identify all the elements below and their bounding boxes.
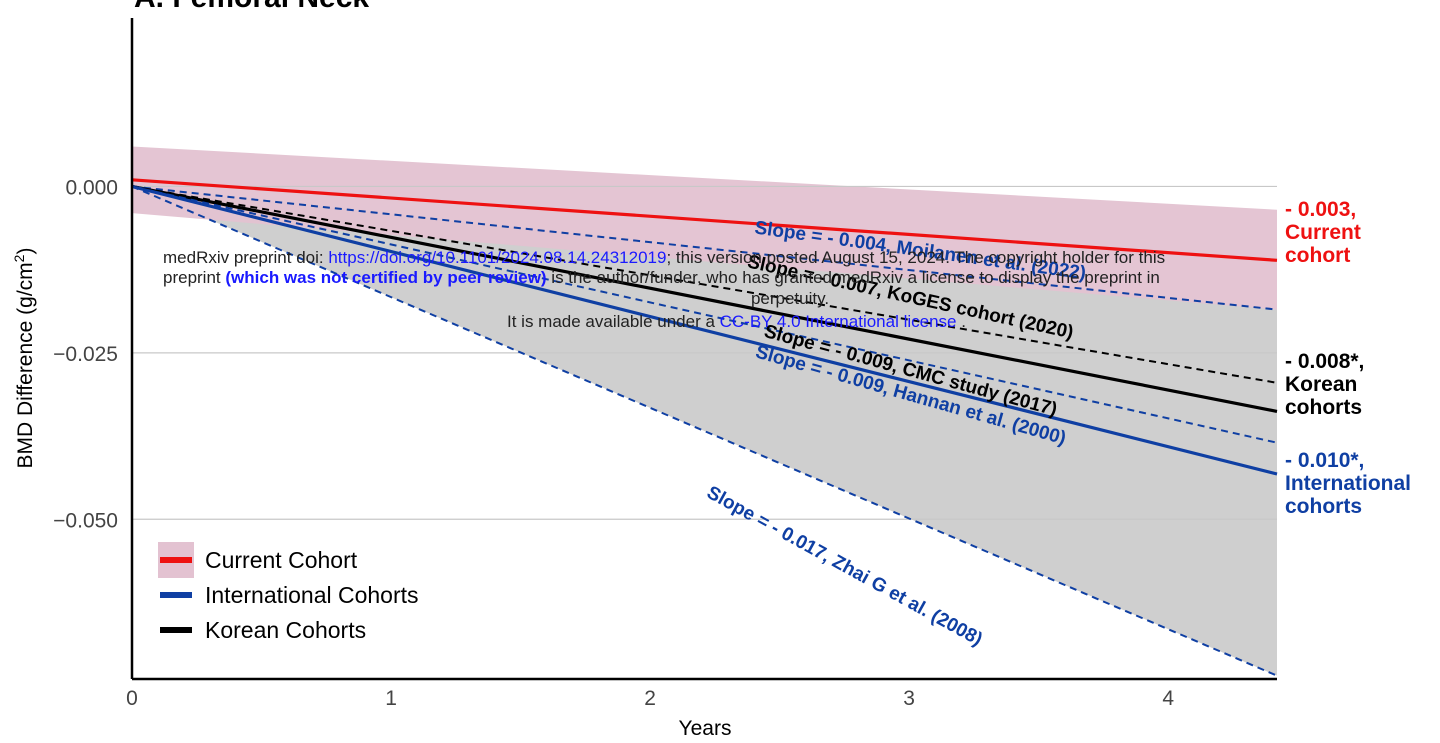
series-line [131,185,1278,384]
legend: Current Cohort International Cohorts Korea… [158,542,419,643]
notice-text: ; this version posted August 15, 2024. T… [666,248,1166,267]
series-line [131,185,1278,444]
legend-key-line [160,592,192,598]
end-label: Korean [1285,373,1357,396]
legend-key-line [160,627,192,633]
x-tick-label: 4 [1162,687,1174,710]
y-tick-label: −0.050 [53,509,118,532]
end-label: - 0.010*, [1285,449,1364,472]
y-tick-label: −0.025 [53,343,118,366]
chart-title: A. Femoral Neck [134,0,369,14]
series-lines [131,178,1278,677]
legend-label: Korean Cohorts [205,617,366,643]
license-link[interactable]: CC-BY 4.0 International license [719,312,957,331]
end-label: cohorts [1285,396,1362,419]
end-label: - 0.003, [1285,198,1356,221]
legend-key-line [160,557,192,563]
y-axis-label: BMD Difference (g/cm2) [11,248,37,469]
end-label: cohorts [1285,495,1362,518]
end-label: - 0.008*, [1285,350,1364,373]
doi-link[interactable]: https://doi.org/10.1101/2024.08.14.24312… [328,248,667,267]
notice-line-2: preprint (which was not certified by pee… [163,268,1160,287]
series-line [131,184,1278,476]
x-tick-label: 3 [903,687,915,710]
x-tick-label: 1 [385,687,397,710]
x-tick-label: 0 [126,687,138,710]
series-line [131,178,1278,262]
x-tick-label: 2 [644,687,656,710]
peer-review-note: (which was not certified by peer review) [225,268,547,287]
notice-line-1: medRxiv preprint doi: https://doi.org/10… [163,248,1165,267]
end-label: Current [1285,221,1361,244]
notice-text: perpetuity. [750,289,830,308]
gridlines [132,185,1277,520]
notice-line-3: perpetuity. [0,289,1440,308]
end-label: International [1285,472,1411,495]
end-label: cohort [1285,244,1350,267]
legend-label: International Cohorts [205,582,419,608]
notice-text: It is made available under a [507,312,720,331]
confidence-band [132,146,1277,310]
notice-line-4: It is made available under a CC-BY 4.0 I… [507,312,966,331]
series-line [131,185,1278,677]
x-axis-label: Years [679,717,732,740]
confidence-bands [132,146,1277,676]
axes: 0.000 −0.025 −0.050 0 1 2 3 4 [53,18,1277,710]
notice-text: . [956,312,966,331]
legend-label: Current Cohort [205,547,358,573]
notice-text: preprint [163,268,226,287]
confidence-band [132,186,1277,676]
notice-text: medRxiv preprint doi: [163,248,329,267]
notice-text: is the author/funder, who has granted me… [546,268,1160,287]
y-tick-label: 0.000 [65,176,118,199]
series-line [131,184,1278,413]
